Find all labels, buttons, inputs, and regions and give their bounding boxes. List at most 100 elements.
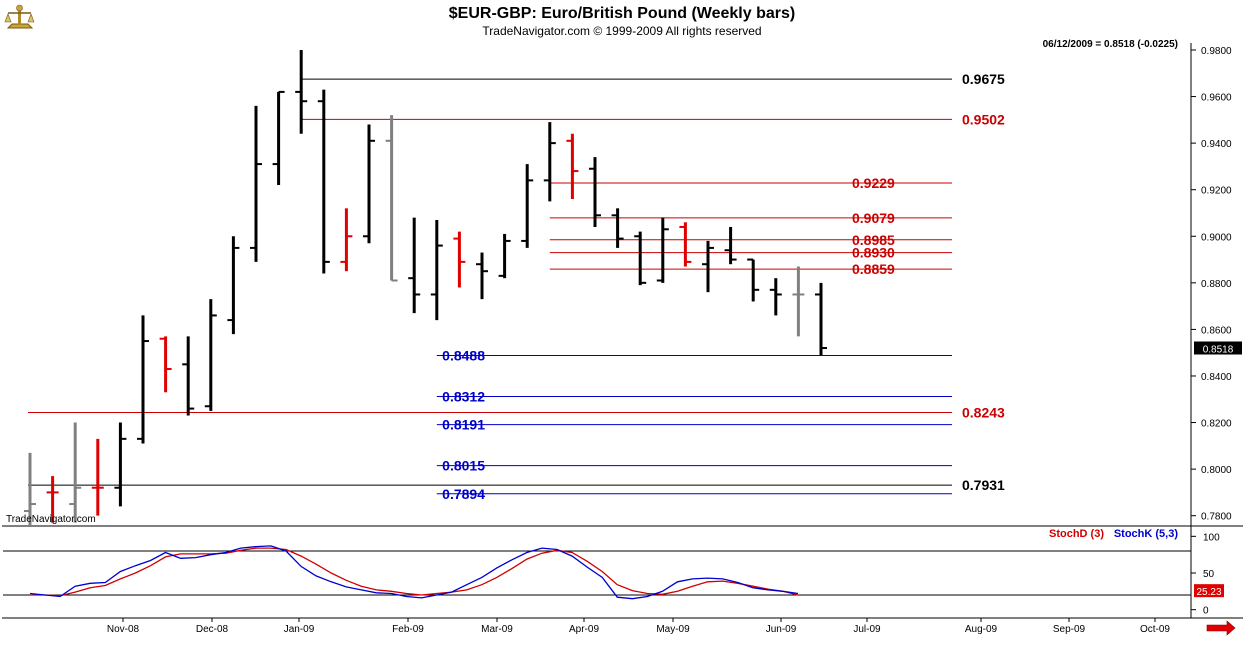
level-label: 0.8985 <box>852 232 895 248</box>
price-bar <box>521 164 534 248</box>
level-lines <box>28 78 952 495</box>
price-bar <box>46 476 59 523</box>
price-bar <box>114 422 127 507</box>
time-tick-label: Oct-09 <box>1140 624 1170 635</box>
price-bar <box>792 266 805 337</box>
level-label: 0.9229 <box>852 175 895 191</box>
last-price-label: 0.8518 <box>1203 344 1234 355</box>
price-bar <box>24 452 36 525</box>
legend-stoch-d: StochD (3) <box>1049 528 1104 540</box>
level-label: 0.8312 <box>442 388 485 404</box>
time-tick-label: Jan-09 <box>284 624 315 635</box>
watermark: TradeNavigator.com <box>6 514 96 525</box>
time-tick-label: Apr-09 <box>569 624 599 635</box>
price-bar <box>566 133 579 200</box>
time-tick-label: Jun-09 <box>766 624 797 635</box>
level-label: 0.9675 <box>962 71 1005 87</box>
level-label: 0.9502 <box>962 111 1005 127</box>
price-bar <box>317 89 330 274</box>
level-label: 0.8859 <box>852 261 895 277</box>
chart-subtitle: TradeNavigator.com © 1999-2009 All right… <box>482 24 761 38</box>
time-tick-label: Feb-09 <box>392 624 424 635</box>
time-tick-label: Sep-09 <box>1053 624 1086 635</box>
price-bar <box>589 157 601 227</box>
oscillator-axis: 100 50 0 <box>1191 532 1220 617</box>
price-tick-label: 0.9200 <box>1201 186 1232 197</box>
stoch-d-line <box>30 547 799 597</box>
price-bar <box>250 105 262 262</box>
price-bar <box>272 90 285 186</box>
price-tick-label: 0.8400 <box>1201 372 1232 383</box>
price-tick-label: 0.7800 <box>1201 512 1232 523</box>
price-tick-label: 0.9000 <box>1201 232 1232 243</box>
price-bar <box>295 49 308 134</box>
price-plot <box>24 49 952 525</box>
price-bar <box>69 422 82 523</box>
scroll-right-arrow-icon[interactable] <box>1206 620 1236 636</box>
level-label: 0.8488 <box>442 347 485 363</box>
time-tick-label: Dec-08 <box>196 624 229 635</box>
level-label: 0.7931 <box>962 477 1005 493</box>
level-label: 0.8191 <box>442 417 485 433</box>
time-tick-label: Aug-09 <box>965 624 998 635</box>
price-bar <box>182 336 195 416</box>
oscillator-plot <box>3 545 1191 600</box>
level-labels: 0.9675 0.9502 0.9229 0.9079 0.89850.89300.88… <box>442 71 1005 502</box>
price-bar <box>543 122 556 202</box>
price-bar <box>724 226 737 265</box>
price-tick-label: 0.9600 <box>1201 93 1232 104</box>
level-label: 0.7894 <box>442 486 485 502</box>
price-bar <box>747 258 760 302</box>
price-bar <box>204 299 217 411</box>
time-tick-label: Jul-09 <box>853 624 881 635</box>
price-bar <box>679 222 692 267</box>
price-bar <box>656 217 669 283</box>
price-bars <box>24 49 827 525</box>
osc-tick-label: 50 <box>1203 569 1215 580</box>
stoch-k-line <box>29 545 799 600</box>
price-bar <box>137 315 149 444</box>
price-bar <box>611 208 624 248</box>
level-label: 0.8015 <box>442 458 485 474</box>
price-bar <box>453 231 466 288</box>
level-label: 0.8243 <box>962 405 1005 421</box>
price-axis-area <box>1191 43 1243 527</box>
osc-tick-label: 0 <box>1203 606 1209 617</box>
level-label: 0.8930 <box>852 245 895 261</box>
price-tick-label: 0.8800 <box>1201 279 1232 290</box>
time-tick-label: Nov-08 <box>107 624 140 635</box>
price-bar <box>634 231 647 286</box>
price-bar <box>430 219 443 321</box>
price-tick-label: 0.9800 <box>1201 46 1232 57</box>
time-tick-label: Mar-09 <box>481 624 513 635</box>
time-axis: Nov-08 Dec-08 Jan-09 Feb-09 Mar-09 Apr-09 May-… <box>107 618 1170 635</box>
osc-tick-label: 100 <box>1203 532 1220 543</box>
legend-stoch-k: StochK (5,3) <box>1114 528 1179 540</box>
oscillator-last-value: 25.23 <box>1196 587 1221 598</box>
price-bar <box>769 278 782 316</box>
scales-icon <box>4 4 35 29</box>
price-bar <box>498 233 511 279</box>
price-tick-label: 0.9400 <box>1201 139 1232 150</box>
price-bar <box>385 115 398 282</box>
level-label: 0.9079 <box>852 210 895 226</box>
oscillator-legend: StochD (3) StochK (5,3) <box>1049 528 1178 540</box>
price-tick-label: 0.8600 <box>1201 325 1232 336</box>
time-tick-label: May-09 <box>656 624 690 635</box>
price-bar <box>408 217 421 314</box>
price-bar <box>702 240 714 293</box>
price-bar <box>363 124 375 244</box>
price-bar <box>340 208 353 272</box>
price-tick-label: 0.8000 <box>1201 465 1232 476</box>
chart-title: $EUR-GBP: Euro/British Pound (Weekly bar… <box>449 5 795 22</box>
price-bar <box>476 252 488 300</box>
price-bar <box>227 236 240 335</box>
last-price-info: 06/12/2009 = 0.8518 (-0.0225) <box>1043 39 1178 50</box>
oscillator-last-box: 25.23 <box>1194 584 1224 598</box>
last-price-box: 0.8518 <box>1194 341 1242 355</box>
price-bar <box>91 438 104 516</box>
price-bar <box>159 336 172 393</box>
price-bar <box>815 282 827 356</box>
